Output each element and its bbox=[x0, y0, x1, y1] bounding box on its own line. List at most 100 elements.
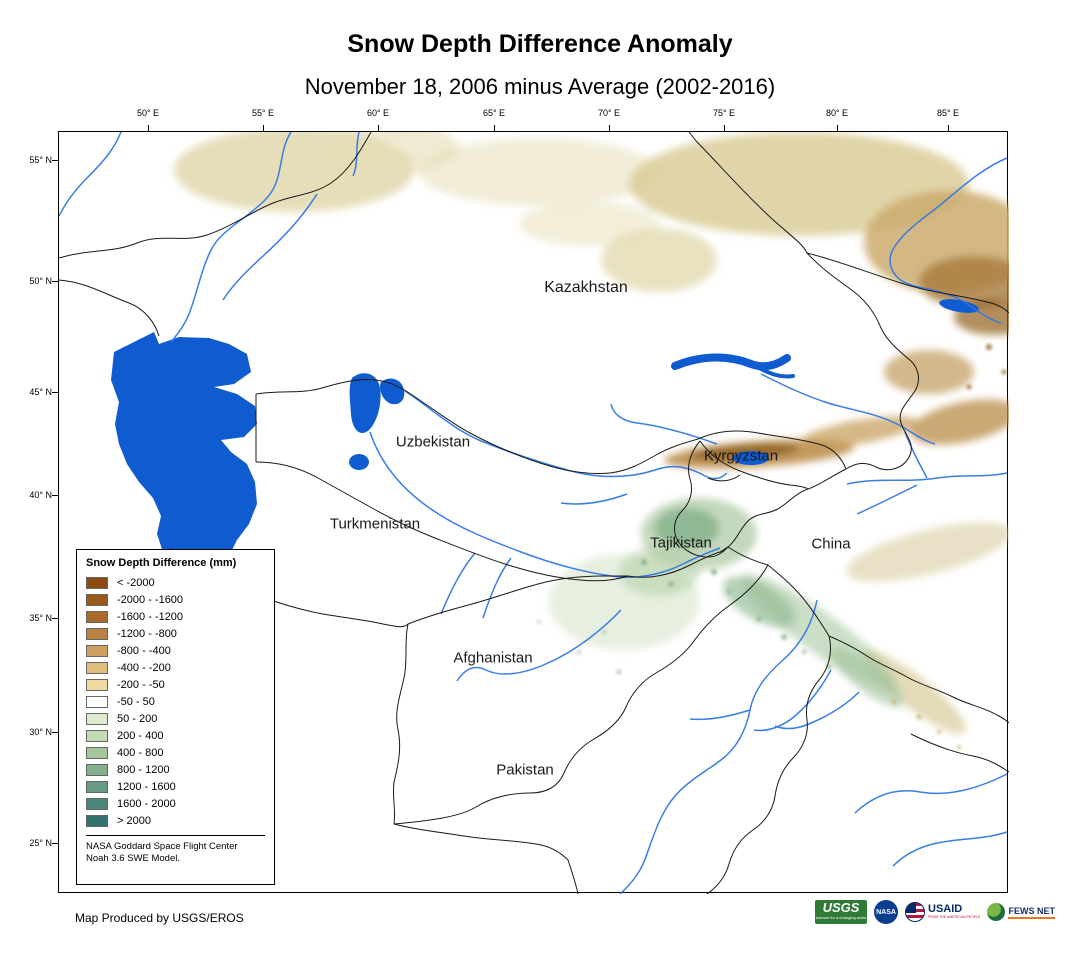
legend-swatch bbox=[86, 729, 108, 742]
country-label-afghanistan: Afghanistan bbox=[453, 649, 533, 667]
lat-tick-label: 25° N bbox=[29, 838, 52, 848]
legend-label: -1600 - -1200 bbox=[117, 610, 184, 623]
country-label-tajikistan: Tajikistan bbox=[650, 534, 712, 552]
lon-tick-label: 65° E bbox=[482, 108, 506, 118]
caspian-sea bbox=[111, 332, 257, 572]
agency-logos: USGS science for a changing world NASA U… bbox=[815, 897, 1055, 927]
legend-row: 1600 - 2000 bbox=[86, 795, 265, 812]
lat-tick-label: 50° N bbox=[29, 276, 52, 286]
water-bodies bbox=[111, 299, 979, 572]
usaid-logo: USAID FROM THE AMERICAN PEOPLE bbox=[905, 902, 980, 922]
legend-row: 1200 - 1600 bbox=[86, 778, 265, 795]
country-label-kazakhstan: Kazakhstan bbox=[544, 279, 628, 296]
lat-tick-label: 30° N bbox=[29, 727, 52, 737]
tick-mark bbox=[378, 125, 379, 131]
legend-row: -800 - -400 bbox=[86, 642, 265, 659]
snow-anomaly-speckles bbox=[537, 344, 1007, 749]
tick-mark bbox=[724, 125, 725, 131]
legend-row: -200 - -50 bbox=[86, 676, 265, 693]
usaid-emblem-icon bbox=[905, 902, 925, 922]
lake-zaysan bbox=[939, 299, 979, 313]
nasa-logo-text: NASA bbox=[876, 908, 896, 916]
legend-row: 50 - 200 bbox=[86, 710, 265, 727]
legend-swatch bbox=[86, 797, 108, 810]
lat-tick-label: 40° N bbox=[29, 490, 52, 500]
legend-label: 1200 - 1600 bbox=[117, 780, 176, 793]
legend-label: -2000 - -1600 bbox=[117, 593, 184, 606]
lon-tick-label: 75° E bbox=[712, 108, 736, 118]
snow-anomaly-negative-layer bbox=[174, 132, 1009, 734]
country-label-china: China bbox=[811, 535, 851, 553]
tick-mark bbox=[52, 732, 58, 733]
tick-mark bbox=[494, 125, 495, 131]
legend-swatch bbox=[86, 678, 108, 691]
legend-label: -400 - -200 bbox=[117, 661, 171, 674]
legend-swatch bbox=[86, 746, 108, 759]
map-canvas: Kazakhstan Uzbekistan Kyrgyzstan Turkmen… bbox=[58, 131, 1009, 894]
country-borders bbox=[59, 132, 1009, 894]
legend-swatch bbox=[86, 712, 108, 725]
legend-row: -1600 - -1200 bbox=[86, 608, 265, 625]
legend-swatch bbox=[86, 576, 108, 589]
tick-mark bbox=[263, 125, 264, 131]
lon-tick-label: 55° E bbox=[251, 108, 275, 118]
legend-row: < -2000 bbox=[86, 574, 265, 591]
source-note-line: NASA Goddard Space Flight Center bbox=[86, 841, 238, 852]
fewsnet-logo: FEWS NET bbox=[987, 903, 1055, 921]
lat-tick-label: 55° N bbox=[29, 155, 52, 165]
lon-tick-label: 70° E bbox=[597, 108, 621, 118]
legend-swatch bbox=[86, 780, 108, 793]
rivers bbox=[59, 132, 1008, 894]
country-label-kyrgyzstan: Kyrgyzstan bbox=[703, 447, 779, 465]
lon-tick-label: 60° E bbox=[366, 108, 390, 118]
usaid-logo-tagline: FROM THE AMERICAN PEOPLE bbox=[928, 915, 981, 919]
tick-mark bbox=[52, 495, 58, 496]
issyk-kul-lake bbox=[733, 451, 769, 465]
aral-sea bbox=[379, 378, 405, 405]
legend-label: < -2000 bbox=[117, 576, 155, 589]
usgs-logo-tagline: science for a changing world bbox=[815, 915, 867, 920]
lon-tick-label: 50° E bbox=[136, 108, 160, 118]
tick-mark bbox=[52, 160, 58, 161]
lat-tick-label: 45° N bbox=[29, 387, 52, 397]
lake-balkhash bbox=[671, 353, 795, 379]
legend-swatch bbox=[86, 627, 108, 640]
tick-mark bbox=[52, 392, 58, 393]
tick-mark bbox=[52, 281, 58, 282]
fewsnet-logo-text: FEWS NET bbox=[1008, 905, 1055, 919]
map-credit: Map Produced by USGS/EROS bbox=[75, 911, 244, 925]
legend-swatch bbox=[86, 695, 108, 708]
legend-row: 200 - 400 bbox=[86, 727, 265, 744]
legend-swatch bbox=[86, 593, 108, 606]
tick-mark bbox=[609, 125, 610, 131]
country-label-uzbekistan: Uzbekistan bbox=[395, 433, 471, 451]
tick-mark bbox=[948, 125, 949, 131]
page-title: Snow Depth Difference Anomaly bbox=[347, 30, 733, 58]
legend-source-note: NASA Goddard Space Flight Center Noah 3.… bbox=[86, 841, 265, 866]
legend-row: -2000 - -1600 bbox=[86, 591, 265, 608]
legend-row: 400 - 800 bbox=[86, 744, 265, 761]
legend-swatch bbox=[86, 763, 108, 776]
legend-row: 800 - 1200 bbox=[86, 761, 265, 778]
source-note-line: Noah 3.6 SWE Model. bbox=[86, 853, 180, 865]
snow-anomaly-positive-layer bbox=[549, 498, 904, 707]
sarygamysh-lake bbox=[349, 454, 369, 470]
legend-label: 200 - 400 bbox=[117, 729, 164, 742]
legend-row: -1200 - -800 bbox=[86, 625, 265, 642]
tick-mark bbox=[837, 125, 838, 131]
legend-row: -50 - 50 bbox=[86, 693, 265, 710]
legend-label: 800 - 1200 bbox=[117, 763, 170, 776]
legend-label: > 2000 bbox=[117, 814, 151, 827]
usgs-logo-text: USGS bbox=[822, 900, 860, 915]
legend-label: 50 - 200 bbox=[117, 712, 158, 725]
fewsnet-globe-icon bbox=[987, 903, 1006, 921]
lat-tick-label: 35° N bbox=[29, 613, 52, 623]
legend-swatch bbox=[86, 644, 108, 657]
legend-label: 400 - 800 bbox=[117, 746, 164, 759]
legend-title: Snow Depth Difference (mm) bbox=[86, 557, 237, 569]
nasa-logo: NASA bbox=[874, 900, 898, 924]
legend-row: > 2000 bbox=[86, 812, 265, 829]
legend: Snow Depth Difference (mm) < -2000 -2000… bbox=[76, 549, 275, 885]
legend-label: -1200 - -800 bbox=[117, 627, 177, 640]
lon-tick-label: 80° E bbox=[825, 108, 849, 118]
